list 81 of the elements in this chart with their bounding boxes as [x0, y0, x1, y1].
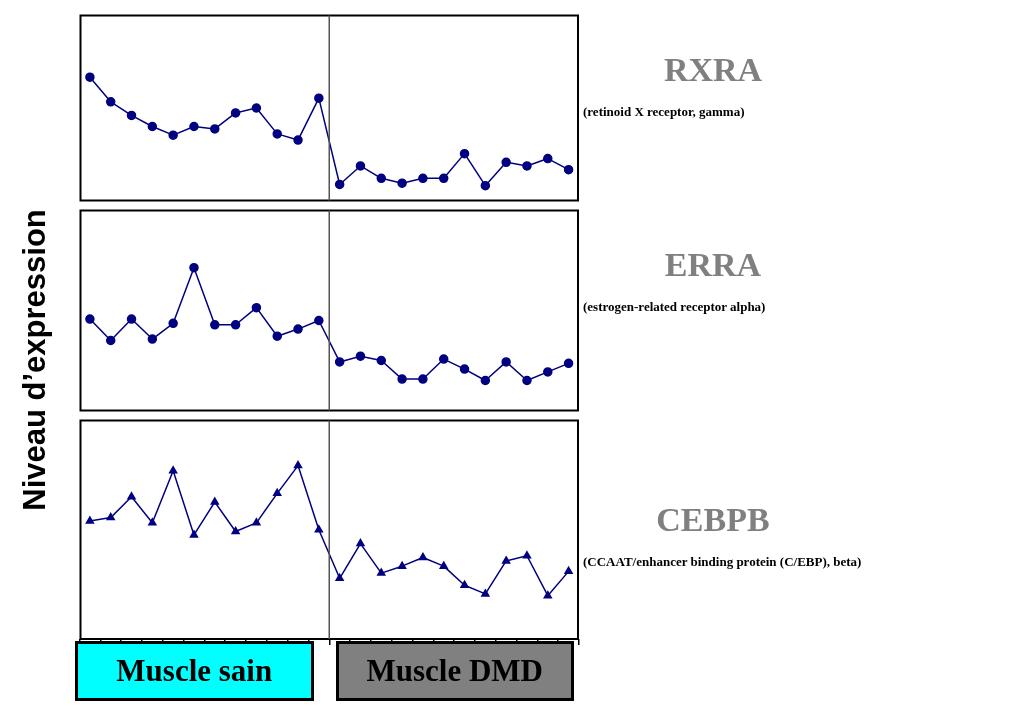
point [210, 320, 220, 330]
point [105, 97, 116, 107]
point [147, 334, 158, 344]
point [168, 130, 178, 140]
point [335, 573, 344, 582]
text: ERRA [663, 245, 763, 285]
point [252, 518, 261, 526]
point [480, 180, 491, 191]
text: (retinoid X receptor, gamma) [583, 104, 746, 120]
point [293, 324, 303, 334]
point [563, 164, 574, 175]
point [293, 460, 303, 469]
point [273, 488, 282, 497]
point [189, 262, 199, 273]
point [418, 552, 428, 561]
y-axis-title: Niveau d’expression [17, 209, 53, 511]
point [168, 466, 178, 474]
point [397, 374, 407, 384]
point [355, 161, 366, 171]
point [522, 161, 532, 171]
point [438, 173, 449, 184]
point [563, 358, 574, 369]
text: Muscle sain [75, 641, 314, 701]
point [377, 568, 386, 576]
point [230, 108, 241, 118]
point [231, 526, 240, 535]
point [314, 525, 324, 533]
point [543, 590, 552, 599]
point [189, 530, 199, 538]
point [501, 157, 511, 168]
point [522, 551, 532, 559]
point [334, 179, 345, 190]
point [355, 351, 366, 361]
point [543, 153, 553, 164]
point [334, 357, 345, 367]
text: CEBPB [655, 500, 771, 540]
point [438, 354, 449, 364]
point [460, 580, 469, 588]
point [481, 589, 490, 597]
point [126, 110, 137, 121]
point [272, 129, 282, 139]
point [314, 315, 324, 326]
point [543, 367, 553, 377]
point [376, 355, 387, 366]
point [439, 561, 448, 569]
point [210, 497, 219, 505]
text: Muscle DMD [335, 641, 574, 701]
point [251, 302, 262, 313]
point [564, 566, 573, 575]
point [85, 314, 95, 324]
point [272, 331, 282, 341]
point [314, 93, 324, 103]
point [85, 72, 95, 82]
point [418, 173, 428, 184]
point [127, 492, 136, 500]
point [85, 516, 95, 524]
point [418, 374, 428, 384]
point [397, 178, 407, 188]
point [105, 335, 116, 346]
text: (CCAAT/enhancer binding protein (C/EBP), beta) [583, 554, 863, 570]
point [480, 375, 491, 386]
point [501, 357, 511, 367]
point [147, 121, 158, 132]
point [501, 556, 511, 564]
text: (estrogen-related receptor alpha) [583, 299, 767, 315]
point [148, 518, 157, 526]
point [356, 538, 365, 547]
point [106, 512, 115, 521]
point [251, 103, 262, 113]
point [522, 375, 532, 386]
text: RXRA [662, 50, 764, 90]
point [397, 561, 407, 569]
point [126, 314, 137, 324]
point [293, 135, 303, 145]
point [210, 124, 220, 134]
point [376, 173, 387, 184]
point [168, 318, 178, 329]
point [459, 148, 470, 159]
point [230, 320, 241, 330]
point [459, 364, 470, 374]
point [189, 121, 199, 132]
